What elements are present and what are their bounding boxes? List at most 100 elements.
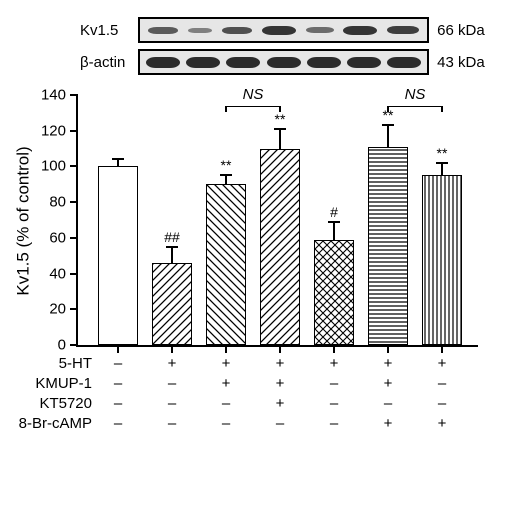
significance-label: ** <box>221 157 232 173</box>
treatment-table: 5-HT–++++++KMUP-1––++–+–KT5720–––+–––8-B… <box>10 353 505 433</box>
bar <box>422 175 462 345</box>
error-cap <box>382 124 394 126</box>
treatment-value: – <box>206 415 246 432</box>
x-tick <box>333 345 335 353</box>
treatment-value: – <box>152 375 192 392</box>
blot-band <box>222 27 252 34</box>
blot-band <box>307 57 341 68</box>
treatment-value: + <box>206 355 246 372</box>
bar-chart: Kv1.5 (% of control) 020406080100120140#… <box>10 95 505 347</box>
chart-body: 020406080100120140##****#****NSNS <box>76 95 478 347</box>
error-cap <box>328 221 340 223</box>
error-bar <box>387 125 389 146</box>
treatment-value: – <box>314 375 354 392</box>
blot-band <box>226 57 260 68</box>
error-bar <box>441 163 443 176</box>
treatment-value: + <box>206 375 246 392</box>
treatment-value: + <box>314 355 354 372</box>
blot-mw-label: 66 kDa <box>429 22 505 39</box>
treatment-value: + <box>422 415 462 432</box>
blot-row: Kv1.5 66 kDa <box>80 15 505 45</box>
treatment-value: – <box>422 395 462 412</box>
significance-label: # <box>330 204 338 220</box>
significance-label: ## <box>164 229 180 245</box>
y-tick-label: 0 <box>58 337 78 354</box>
y-tick-label: 60 <box>49 229 78 246</box>
treatment-label: 5-HT <box>10 355 98 372</box>
x-tick <box>387 345 389 353</box>
treatment-value: + <box>260 375 300 392</box>
blot-strip <box>138 49 429 75</box>
blot-mw-label: 43 kDa <box>429 54 505 71</box>
treatment-value: – <box>152 415 192 432</box>
error-cap <box>436 162 448 164</box>
treatment-value: + <box>368 415 408 432</box>
treatment-label: KT5720 <box>10 395 98 412</box>
treatment-row: 8-Br-cAMP–––––++ <box>10 413 505 433</box>
significance-label: ** <box>437 145 448 161</box>
bar <box>260 149 300 345</box>
treatment-label: 8-Br-cAMP <box>10 415 98 432</box>
x-tick <box>279 345 281 353</box>
plot-area: 020406080100120140##****#****NSNS <box>76 95 478 347</box>
error-bar <box>171 247 173 263</box>
error-bar <box>333 222 335 240</box>
ns-bracket-tick <box>279 106 281 112</box>
blot-band <box>267 57 301 68</box>
ns-label: NS <box>405 86 426 103</box>
bar <box>368 147 408 345</box>
ns-bracket-tick <box>387 106 389 112</box>
treatment-row: KT5720–––+––– <box>10 393 505 413</box>
bar <box>206 184 246 345</box>
error-cap <box>274 128 286 130</box>
treatment-value: – <box>260 415 300 432</box>
x-tick <box>225 345 227 353</box>
treatment-value: – <box>98 395 138 412</box>
treatment-value: + <box>368 355 408 372</box>
bar <box>98 166 138 345</box>
error-bar <box>279 129 281 149</box>
treatment-value: – <box>368 395 408 412</box>
y-tick-label: 40 <box>49 265 78 282</box>
error-cap <box>166 246 178 248</box>
treatment-value: – <box>206 395 246 412</box>
western-blot: Kv1.5 66 kDa β-actin 43 kDa <box>80 15 505 77</box>
treatment-value: – <box>422 375 462 392</box>
treatment-value: + <box>260 355 300 372</box>
treatment-value: – <box>98 415 138 432</box>
treatment-row: KMUP-1––++–+– <box>10 373 505 393</box>
blot-row: β-actin 43 kDa <box>80 47 505 77</box>
ns-bracket-tick <box>225 106 227 112</box>
blot-band <box>146 57 180 68</box>
treatment-value: – <box>314 415 354 432</box>
treatment-label: KMUP-1 <box>10 375 98 392</box>
blot-strip <box>138 17 429 43</box>
y-axis-label-cell: Kv1.5 (% of control) <box>10 95 38 347</box>
blot-band <box>306 27 334 33</box>
y-tick-label: 80 <box>49 194 78 211</box>
blot-band <box>262 26 296 35</box>
y-tick-label: 100 <box>41 158 78 175</box>
blot-protein-label: Kv1.5 <box>80 22 138 39</box>
x-tick <box>117 345 119 353</box>
ns-bracket <box>226 106 280 108</box>
treatment-value: – <box>98 355 138 372</box>
x-tick <box>441 345 443 353</box>
significance-label: ** <box>275 111 286 127</box>
error-bar <box>117 159 119 166</box>
blot-band <box>387 57 421 68</box>
blot-protein-label: β-actin <box>80 54 138 71</box>
blot-band <box>148 27 178 34</box>
blot-band <box>343 26 377 35</box>
treatment-value: + <box>368 375 408 392</box>
error-cap <box>112 158 124 160</box>
treatment-value: + <box>260 395 300 412</box>
treatment-value: – <box>314 395 354 412</box>
y-tick-label: 120 <box>41 122 78 139</box>
error-bar <box>225 175 227 184</box>
treatment-value: + <box>422 355 462 372</box>
treatment-row: 5-HT–++++++ <box>10 353 505 373</box>
ns-bracket <box>388 106 442 108</box>
y-axis-label: Kv1.5 (% of control) <box>14 146 34 295</box>
blot-band <box>188 28 212 33</box>
